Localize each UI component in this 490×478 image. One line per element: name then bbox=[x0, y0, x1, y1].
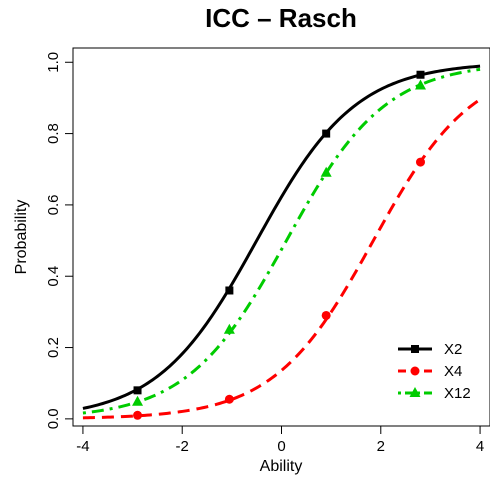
x-tick-label: 4 bbox=[476, 438, 484, 455]
marker-x4 bbox=[321, 310, 331, 320]
y-tick-label: 0.6 bbox=[45, 194, 62, 215]
legend-label-x2: X2 bbox=[444, 341, 462, 358]
marker-x12 bbox=[223, 323, 235, 334]
marker-x4 bbox=[224, 394, 234, 404]
legend-label-x4: X4 bbox=[444, 363, 462, 380]
y-tick-label: 1.0 bbox=[45, 52, 62, 73]
legend: X2 X4 X12 bbox=[398, 341, 471, 402]
marker-x12 bbox=[320, 166, 332, 177]
legend-marker-x4 bbox=[410, 366, 420, 376]
marker-x2 bbox=[416, 70, 425, 79]
marker-x4 bbox=[416, 157, 425, 167]
y-tick-label: 0.0 bbox=[45, 408, 62, 429]
marker-x4 bbox=[133, 410, 143, 420]
marker-x2 bbox=[225, 286, 234, 295]
curve-x4 bbox=[82, 98, 481, 420]
y-tick-label: 0.2 bbox=[45, 337, 62, 358]
y-axis-title: Probability bbox=[13, 200, 30, 275]
curve-x12 bbox=[82, 67, 481, 415]
marker-x2 bbox=[322, 129, 331, 138]
marker-x12 bbox=[415, 79, 426, 90]
y-tick-label: 0.8 bbox=[45, 123, 62, 144]
x-tick-label: 0 bbox=[277, 438, 285, 455]
marker-x2 bbox=[133, 386, 142, 395]
legend-label-x12: X12 bbox=[444, 385, 471, 402]
x-tick-label: 2 bbox=[377, 438, 385, 455]
y-axis: 0.0 0.2 0.4 0.6 0.8 1.0 bbox=[45, 52, 73, 429]
x-axis-title: Ability bbox=[260, 458, 303, 475]
legend-marker-x12 bbox=[409, 387, 421, 397]
curves bbox=[82, 64, 481, 420]
markers bbox=[132, 70, 426, 420]
x-tick-label: -2 bbox=[176, 438, 189, 455]
marker-x12 bbox=[132, 395, 144, 406]
x-axis: -4 -2 0 2 4 bbox=[76, 426, 484, 455]
y-tick-label: 0.4 bbox=[45, 266, 62, 287]
x-tick-label: -4 bbox=[76, 438, 89, 455]
curve-x2 bbox=[82, 64, 481, 410]
chart-title: ICC – Rasch bbox=[205, 3, 357, 33]
legend-marker-x2 bbox=[411, 345, 419, 353]
